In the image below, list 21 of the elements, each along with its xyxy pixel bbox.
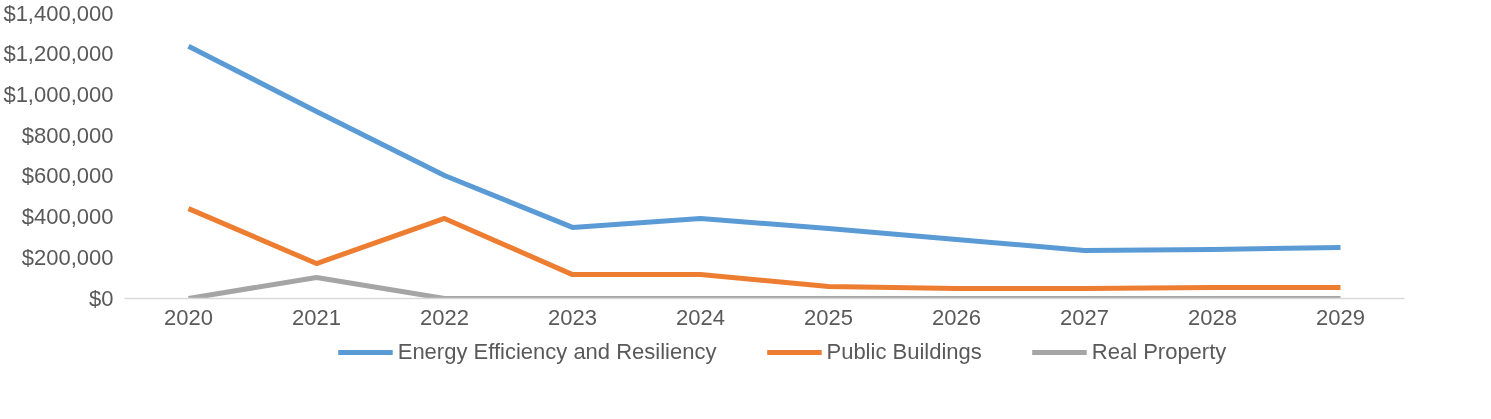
x-tick-label: 2020 [164,304,213,330]
y-tick-label: $600,000 [21,163,114,189]
legend-label: Real Property [1091,339,1227,365]
y-tick-label: $800,000 [21,122,114,148]
y-tick-label: $1,000,000 [3,81,114,107]
x-tick-label: 2023 [548,304,597,330]
y-tick-label: $200,000 [21,245,114,271]
legend-label: Public Buildings [826,339,982,365]
y-tick-label: $1,400,000 [3,0,114,26]
x-tick-label: 2026 [932,304,981,330]
x-tick-label: 2024 [676,304,725,330]
x-tick-label: 2021 [292,304,341,330]
x-tick-label: 2027 [1060,304,1109,330]
x-tick-label: 2022 [420,304,469,330]
y-tick-label: $0 [89,286,114,311]
x-tick-label: 2028 [1188,304,1237,330]
legend-label: Energy Efficiency and Resiliency [397,339,717,365]
y-tick-label: $1,200,000 [3,40,114,66]
y-tick-label: $400,000 [21,204,114,230]
x-tick-label: 2025 [804,304,853,330]
x-tick-label: 2029 [1316,304,1365,330]
